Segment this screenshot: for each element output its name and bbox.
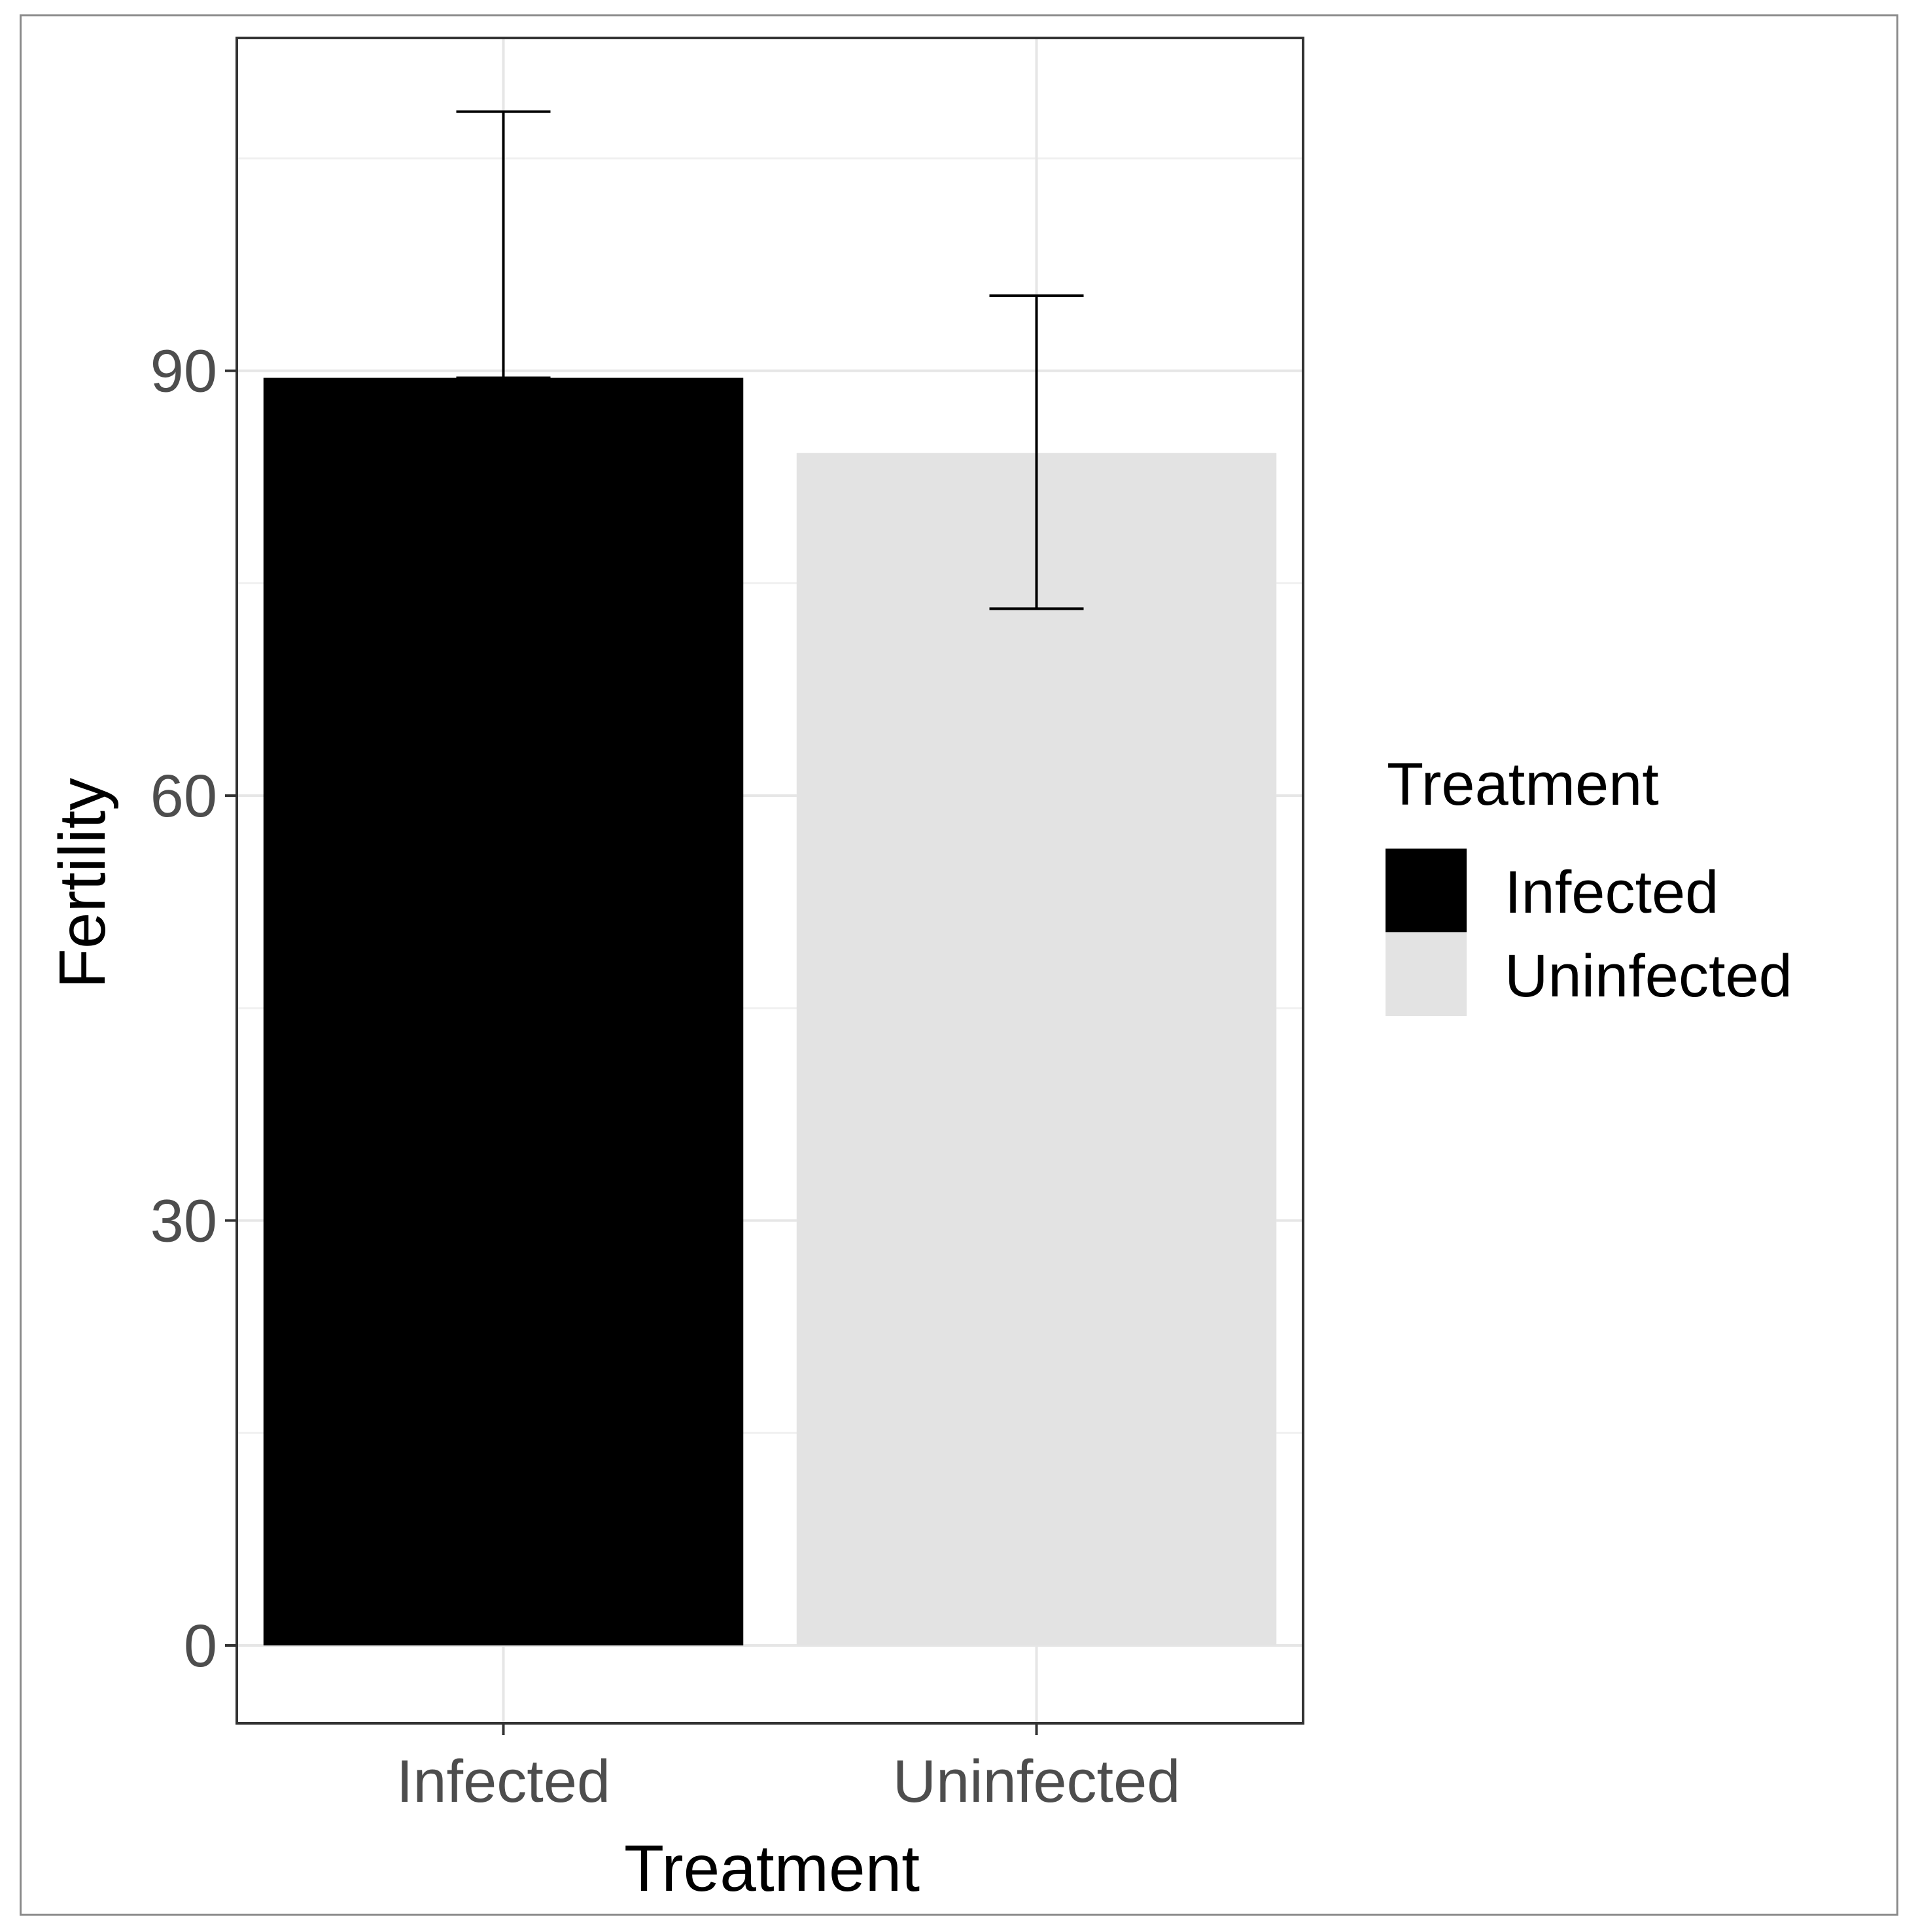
y-tick-label: 0 (184, 1613, 217, 1679)
bar-infected (263, 378, 744, 1645)
legend-label: Uninfected (1505, 943, 1792, 1010)
bars (263, 378, 1277, 1645)
bar-uninfected (796, 453, 1277, 1645)
legend-label: Infected (1505, 859, 1718, 926)
error-bars (456, 110, 1084, 610)
legend-title: Treatment (1387, 751, 1659, 818)
figure-frame (20, 14, 1898, 1916)
y-tick-label: 30 (150, 1188, 217, 1255)
legend-entry-uninfected: Uninfected (1386, 932, 1792, 1016)
legend-swatch (1386, 849, 1467, 932)
x-tick-label: Infected (396, 1748, 610, 1815)
legend-entries: Infected Uninfected (1386, 849, 1792, 1016)
y-axis-label: Fertility (46, 778, 119, 989)
error-bar-infected (456, 110, 551, 379)
y-tick-label: 60 (150, 763, 217, 830)
x-tick-label: Uninfected (893, 1748, 1181, 1815)
x-axis-ticks: Infected Uninfected (396, 1723, 1181, 1815)
y-tick-label: 90 (150, 338, 217, 405)
legend-swatch (1386, 932, 1467, 1016)
plot-panel-border (235, 37, 1304, 1725)
legend-entry-infected: Infected (1386, 849, 1718, 932)
legend: Treatment Infected Uninfected (1386, 751, 1792, 1016)
y-axis-ticks: 0 30 60 90 (150, 338, 237, 1679)
error-bar-uninfected (989, 294, 1084, 610)
x-axis-label: Treatment (624, 1832, 920, 1905)
